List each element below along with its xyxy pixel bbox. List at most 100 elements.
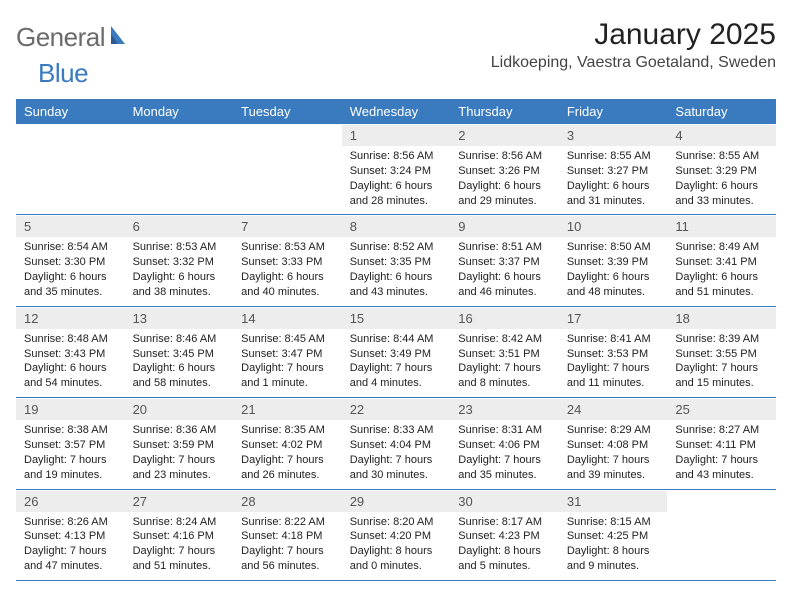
day-cell: 7Sunrise: 8:53 AMSunset: 3:33 PMDaylight… [233,215,342,305]
day-number: 8 [342,215,451,237]
daylight-text: Daylight: 7 hours and 19 minutes. [24,453,117,483]
day-cell: 9Sunrise: 8:51 AMSunset: 3:37 PMDaylight… [450,215,559,305]
week-row: 5 Sunrise: 8:54 AMSunset: 3:30 PM Daylight… [16,215,776,306]
sunrise-text: Sunrise: 8:22 AM [241,515,334,530]
sunrise-text: Sunrise: 8:26 AM [24,515,117,530]
day-details: Sunrise: 8:29 AMSunset: 4:08 PMDaylight:… [559,420,668,488]
sunrise-text: Sunrise: 8:46 AM [133,332,226,347]
day-number [16,124,125,131]
daylight-text: Daylight: 6 hours and 38 minutes. [133,270,226,300]
sunrise-text: Sunrise: 8:35 AM [241,423,334,438]
daylight-text: Daylight: 7 hours and 15 minutes. [675,361,768,391]
daylight-text: Daylight: 6 hours and 33 minutes. [675,179,768,209]
day-header-row: Sunday Monday Tuesday Wednesday Thursday… [16,99,776,124]
daylight-text: Daylight: 7 hours and 4 minutes. [350,361,443,391]
day-number: 31 [559,490,668,512]
location-text: Lidkoeping, Vaestra Goetaland, Sweden [491,54,776,72]
day-cell [125,124,234,214]
day-details: Sunrise: 8:53 AMSunset: 3:32 PMDaylight:… [125,237,234,305]
week-row: 12Sunrise: 8:48 AMSunset: 3:43 PMDayligh… [16,307,776,398]
day-cell: 22Sunrise: 8:33 AMSunset: 4:04 PMDayligh… [342,398,451,488]
day-number: 1 [342,124,451,146]
daylight-text: Daylight: 7 hours and 1 minute. [241,361,334,391]
sunrise-text: Sunrise: 8:54 AM [24,240,117,255]
day-number: 5 [16,215,125,237]
sunset-text: Sunset: 3:29 PM [675,164,768,179]
day-cell: 1Sunrise: 8:56 AMSunset: 3:24 PMDaylight… [342,124,451,214]
day-details: Sunrise: 8:39 AMSunset: 3:55 PMDaylight:… [667,329,776,397]
day-cell: 17Sunrise: 8:41 AMSunset: 3:53 PMDayligh… [559,307,668,397]
day-number: 14 [233,307,342,329]
day-number: 23 [450,398,559,420]
daylight-text: Daylight: 6 hours and 48 minutes. [567,270,660,300]
day-details: Sunrise: 8:35 AMSunset: 4:02 PMDaylight:… [233,420,342,488]
daylight-text: Daylight: 7 hours and 51 minutes. [133,544,226,574]
day-header-sat: Saturday [667,99,776,124]
sunrise-text: Sunrise: 8:53 AM [241,240,334,255]
day-cell: 28Sunrise: 8:22 AMSunset: 4:18 PMDayligh… [233,490,342,580]
logo-sail-icon [109,24,131,51]
sunrise-text: Sunrise: 8:42 AM [458,332,551,347]
logo: General [16,18,133,53]
day-header-fri: Friday [559,99,668,124]
day-details: Sunrise: 8:56 AMSunset: 3:26 PMDaylight:… [450,146,559,214]
daylight-text: Daylight: 6 hours and 40 minutes. [241,270,334,300]
sunset-text: Sunset: 4:06 PM [458,438,551,453]
sunrise-text: Sunrise: 8:44 AM [350,332,443,347]
day-number: 2 [450,124,559,146]
day-details: Sunrise: 8:55 AMSunset: 3:29 PMDaylight:… [667,146,776,214]
day-cell: 29Sunrise: 8:20 AMSunset: 4:20 PMDayligh… [342,490,451,580]
calendar-grid: Sunday Monday Tuesday Wednesday Thursday… [16,99,776,581]
day-header-mon: Monday [125,99,234,124]
day-number: 13 [125,307,234,329]
sunset-text: Sunset: 3:59 PM [133,438,226,453]
day-cell: 12Sunrise: 8:48 AMSunset: 3:43 PMDayligh… [16,307,125,397]
day-cell: 20Sunrise: 8:36 AMSunset: 3:59 PMDayligh… [125,398,234,488]
sunrise-text: Sunrise: 8:56 AM [350,149,443,164]
day-details: Sunrise: 8:49 AMSunset: 3:41 PMDaylight:… [667,237,776,305]
sunrise-text: Sunrise: 8:27 AM [675,423,768,438]
day-cell: 5Sunrise: 8:54 AMSunset: 3:30 PMDaylight… [16,215,125,305]
daylight-text: Daylight: 6 hours and 31 minutes. [567,179,660,209]
sunset-text: Sunset: 3:32 PM [133,255,226,270]
day-details: Sunrise: 8:38 AMSunset: 3:57 PMDaylight:… [16,420,125,488]
day-cell: 21Sunrise: 8:35 AMSunset: 4:02 PMDayligh… [233,398,342,488]
day-number: 6 [125,215,234,237]
sunset-text: Sunset: 3:30 PM [24,255,117,270]
day-number [125,124,234,131]
day-details: Sunrise: 8:55 AMSunset: 3:27 PMDaylight:… [559,146,668,214]
day-number: 26 [16,490,125,512]
daylight-text: Daylight: 6 hours and 43 minutes. [350,270,443,300]
day-number: 18 [667,307,776,329]
sunset-text: Sunset: 3:43 PM [24,347,117,362]
day-header-sun: Sunday [16,99,125,124]
sunset-text: Sunset: 3:51 PM [458,347,551,362]
sunset-text: Sunset: 4:02 PM [241,438,334,453]
day-number [667,490,776,497]
daylight-text: Daylight: 7 hours and 11 minutes. [567,361,660,391]
day-number: 25 [667,398,776,420]
day-cell: 2Sunrise: 8:56 AMSunset: 3:26 PMDaylight… [450,124,559,214]
sunset-text: Sunset: 3:37 PM [458,255,551,270]
day-cell [233,124,342,214]
day-header-thu: Thursday [450,99,559,124]
day-details: Sunrise: 8:31 AMSunset: 4:06 PMDaylight:… [450,420,559,488]
day-number: 15 [342,307,451,329]
daylight-text: Daylight: 7 hours and 47 minutes. [24,544,117,574]
sunset-text: Sunset: 3:27 PM [567,164,660,179]
day-details: Sunrise: 8:22 AMSunset: 4:18 PMDaylight:… [233,512,342,580]
day-number: 11 [667,215,776,237]
day-details: Sunrise: 8:52 AMSunset: 3:35 PMDaylight:… [342,237,451,305]
sunrise-text: Sunrise: 8:24 AM [133,515,226,530]
day-cell: 19Sunrise: 8:38 AMSunset: 3:57 PMDayligh… [16,398,125,488]
daylight-text: Daylight: 8 hours and 0 minutes. [350,544,443,574]
sunset-text: Sunset: 4:16 PM [133,529,226,544]
weeks-container: 1Sunrise: 8:56 AMSunset: 3:24 PMDaylight… [16,124,776,581]
day-cell: 30Sunrise: 8:17 AMSunset: 4:23 PMDayligh… [450,490,559,580]
day-header-tue: Tuesday [233,99,342,124]
day-cell: 4Sunrise: 8:55 AMSunset: 3:29 PMDaylight… [667,124,776,214]
day-cell: 24Sunrise: 8:29 AMSunset: 4:08 PMDayligh… [559,398,668,488]
logo-text-blue: Blue [38,58,88,89]
sunrise-text: Sunrise: 8:17 AM [458,515,551,530]
day-details: Sunrise: 8:26 AMSunset: 4:13 PMDaylight:… [16,512,125,580]
